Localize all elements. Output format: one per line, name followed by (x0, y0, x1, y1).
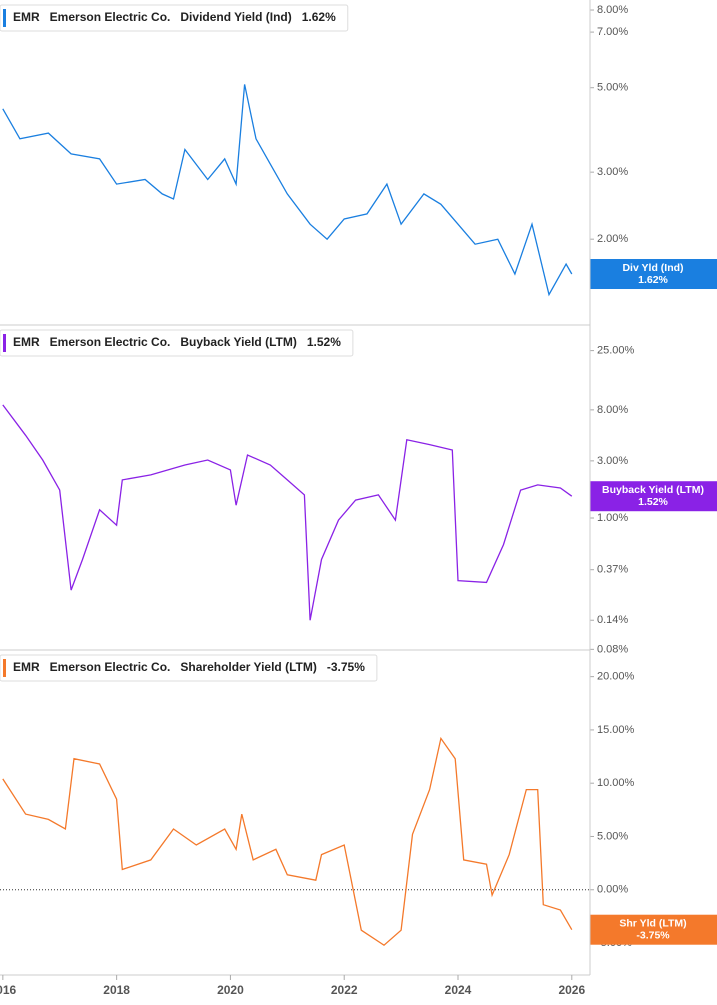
x-tick-label: 2018 (103, 983, 130, 997)
header-ticker: EMR (13, 10, 40, 24)
header-accent (3, 659, 6, 677)
header-company: Emerson Electric Co. (50, 10, 171, 24)
series-line (2, 404, 573, 621)
legend-header: EMR Emerson Electric Co. Buyback Yield (LT… (0, 329, 354, 357)
header-current-value: 1.52% (307, 335, 341, 349)
header-title: Dividend Yield (Ind) (180, 10, 291, 24)
y-tick-label: 7.00% (597, 26, 628, 38)
header-current-value: 1.62% (302, 10, 336, 24)
series-line (2, 736, 573, 947)
y-tick-label: 1.00% (597, 512, 628, 524)
value-badge (590, 481, 717, 512)
header-box (0, 329, 354, 357)
y-tick-label: 0.14% (597, 614, 628, 626)
badge-value: -3.75% (636, 929, 670, 941)
header-accent (3, 334, 6, 352)
legend-header: EMR Emerson Electric Co. Shareholder Yield… (0, 654, 378, 682)
header-accent (3, 9, 6, 27)
y-tick-label: 8.00% (597, 4, 628, 16)
badge-value: 1.52% (638, 496, 668, 508)
x-tick-label: 2024 (445, 983, 472, 997)
series-line (2, 84, 573, 297)
y-tick-label: 2.00% (597, 233, 628, 245)
y-tick-label: 3.00% (597, 166, 628, 178)
badge-label: Div Yld (Ind) (622, 262, 683, 274)
y-tick-label: 5.00% (597, 830, 628, 842)
x-tick-label: 2020 (217, 983, 244, 997)
header-company: Emerson Electric Co. (50, 660, 171, 674)
y-tick-label: 0.37% (597, 564, 628, 576)
value-badge (590, 259, 717, 290)
x-tick-label: 2026 (558, 983, 585, 997)
y-tick-label: 8.00% (597, 404, 628, 416)
y-tick-label: 25.00% (597, 345, 635, 357)
y-tick-label: 20.00% (597, 671, 635, 683)
legend-header: EMR Emerson Electric Co. Dividend Yield (I… (0, 4, 349, 32)
value-badge (590, 914, 717, 945)
y-tick-label: 0.08% (597, 643, 628, 655)
x-tick-label: 2016 (0, 983, 17, 997)
y-tick-label: 0.00% (597, 884, 628, 896)
y-tick-label: 10.00% (597, 777, 635, 789)
y-tick-label: 15.00% (597, 724, 635, 736)
header-company: Emerson Electric Co. (50, 335, 171, 349)
header-current-value: -3.75% (327, 660, 365, 674)
header-ticker: EMR (13, 335, 40, 349)
header-box (0, 4, 349, 32)
x-tick-label: 2022 (331, 983, 358, 997)
badge-label: Shr Yld (LTM) (619, 917, 686, 929)
header-box (0, 654, 378, 682)
y-tick-label: 3.00% (597, 455, 628, 467)
badge-label: Buyback Yield (LTM) (602, 484, 704, 496)
header-ticker: EMR (13, 660, 40, 674)
badge-value: 1.62% (638, 274, 668, 286)
header-title: Shareholder Yield (LTM) (180, 660, 316, 674)
header-title: Buyback Yield (LTM) (180, 335, 296, 349)
y-tick-label: 5.00% (597, 82, 628, 94)
